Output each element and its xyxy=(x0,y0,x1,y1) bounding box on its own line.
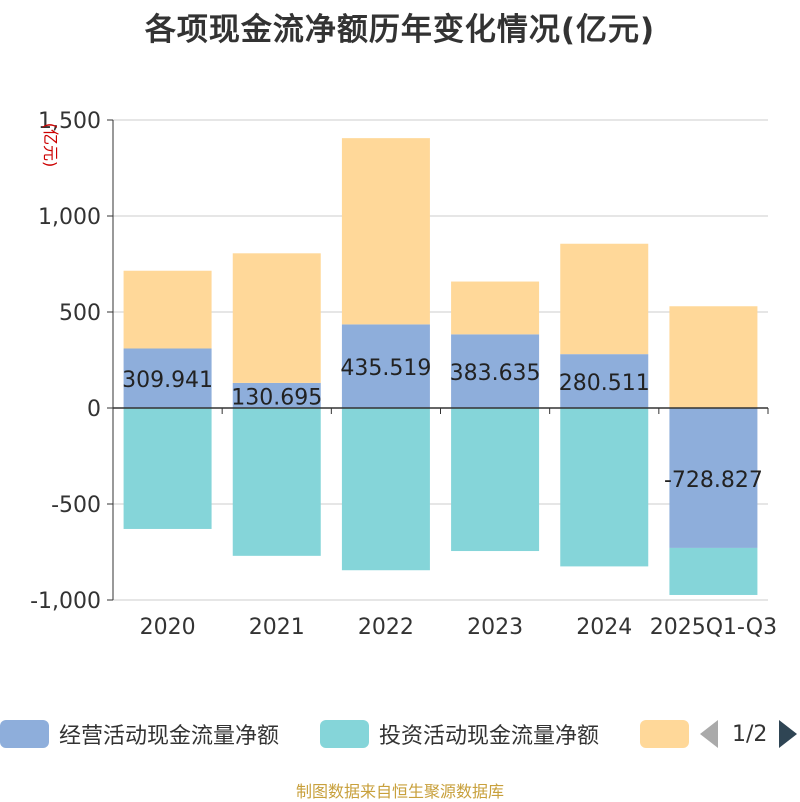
legend-item-investing[interactable]: 投资活动现金流量净额 xyxy=(320,719,599,749)
y-tick-label: -1,000 xyxy=(30,589,101,614)
x-tick-label: 2020 xyxy=(140,615,196,640)
bar-financing xyxy=(560,243,649,355)
data-label: 383.635 xyxy=(450,361,541,386)
data-label: -728.827 xyxy=(664,468,763,493)
bar-investing xyxy=(232,408,321,556)
source-note: 制图数据来自恒生聚源数据库 xyxy=(295,782,504,801)
legend-swatch-investing xyxy=(320,720,369,748)
bar-investing xyxy=(123,408,212,529)
y-tick-label: 1,000 xyxy=(38,205,101,230)
bar-financing xyxy=(669,306,758,408)
legend-swatch-operating xyxy=(0,720,49,748)
y-tick-label: -500 xyxy=(51,493,101,518)
y-unit-label: (亿元) xyxy=(41,123,60,168)
pager-prev-icon[interactable] xyxy=(700,720,718,748)
data-label: 309.941 xyxy=(122,368,213,393)
bar-operating xyxy=(560,354,649,408)
y-tick-label: 1,500 xyxy=(38,109,101,134)
legend-swatch-financing xyxy=(640,720,689,748)
legend: 经营活动现金流量净额 投资活动现金流量净额 1/2 xyxy=(0,715,800,753)
bar-investing xyxy=(669,547,758,595)
bar-investing xyxy=(451,408,540,552)
bar-financing xyxy=(123,270,212,349)
pager-next-icon[interactable] xyxy=(779,720,798,748)
bar-investing xyxy=(341,408,430,571)
y-tick-label: 500 xyxy=(59,301,101,326)
data-label: 435.519 xyxy=(340,356,431,381)
legend-item-financing[interactable] xyxy=(640,719,699,749)
bar-operating xyxy=(451,334,540,408)
bar-financing xyxy=(232,253,321,383)
x-tick-label: 2021 xyxy=(249,615,305,640)
legend-item-operating[interactable]: 经营活动现金流量净额 xyxy=(0,719,279,749)
legend-label-investing: 投资活动现金流量净额 xyxy=(379,724,600,749)
y-tick-label: 0 xyxy=(87,397,101,422)
bar-operating xyxy=(232,382,321,408)
data-label: 280.511 xyxy=(559,371,650,396)
x-tick-label: 2023 xyxy=(467,615,523,640)
x-tick-label: 2022 xyxy=(358,615,414,640)
bar-operating xyxy=(669,408,758,548)
bar-investing xyxy=(560,408,649,567)
x-tick-label: 2024 xyxy=(576,615,632,640)
data-label: 130.695 xyxy=(231,385,322,410)
page-title: 各项现金流净额历年变化情况(亿元) xyxy=(144,12,656,48)
x-tick-label: 2025Q1-Q3 xyxy=(650,615,777,640)
pager-text: 1/2 xyxy=(732,721,768,747)
bar-operating xyxy=(341,324,430,408)
bar-financing xyxy=(451,281,540,335)
bar-financing xyxy=(341,138,430,325)
chart: -1,000 -500 0 500 1,000 1,500(亿元) 2020 2021 2022… xyxy=(30,109,777,640)
legend-label-operating: 经营活动现金流量净额 xyxy=(59,724,280,749)
bar-operating xyxy=(123,348,212,408)
legend-pager: 1/2 xyxy=(700,719,798,749)
